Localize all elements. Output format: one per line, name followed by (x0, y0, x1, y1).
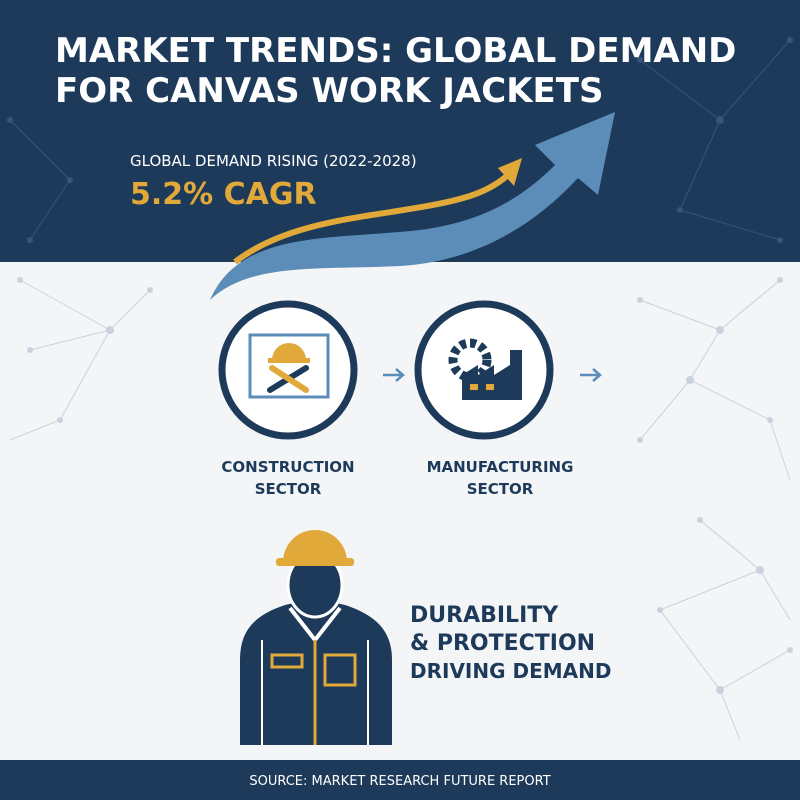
decoration (637, 297, 643, 303)
decoration (787, 37, 793, 43)
decoration (147, 287, 153, 293)
decoration (106, 326, 114, 334)
decoration (716, 116, 724, 124)
decoration (787, 647, 793, 653)
footer-band (0, 760, 800, 800)
decoration (769, 419, 791, 481)
decoration (27, 347, 33, 353)
message-line: DURABILITY (410, 603, 559, 628)
decoration (272, 343, 306, 360)
decoration (637, 437, 643, 443)
decoration (777, 237, 783, 243)
decoration (719, 689, 741, 741)
decoration (637, 57, 643, 63)
decoration (767, 417, 773, 423)
decoration (639, 299, 721, 331)
decoration (716, 686, 724, 694)
decoration (659, 609, 721, 691)
decoration (283, 530, 347, 562)
decoration (448, 338, 492, 382)
decoration (268, 358, 310, 363)
decoration (719, 649, 791, 691)
stat: 5.2% CAGR (130, 177, 317, 212)
decoration (689, 379, 771, 421)
sector-label: SECTOR (467, 480, 534, 498)
decoration (270, 653, 304, 669)
construction-icon (218, 300, 358, 440)
decoration (719, 39, 791, 121)
decoration (697, 517, 703, 523)
decoration (756, 566, 764, 574)
header-band (0, 0, 800, 262)
decoration (276, 558, 354, 566)
message-line: DRIVING DEMAND (410, 659, 611, 683)
decoration (689, 329, 721, 381)
decoration (699, 519, 761, 571)
network-decoration (9, 277, 793, 741)
decoration (659, 569, 761, 611)
sector-label: SECTOR (255, 480, 322, 498)
sector-label: MANUFACTURING (427, 458, 574, 476)
decoration (109, 289, 151, 331)
decoration (470, 384, 478, 390)
decoration (57, 417, 63, 423)
footer-source: SOURCE: MARKET RESEARCH FUTURE REPORT (249, 774, 550, 789)
decoration (27, 237, 33, 243)
decoration (59, 329, 111, 421)
gold-arrowhead (498, 158, 522, 186)
decoration (9, 419, 61, 441)
decoration (719, 279, 781, 331)
decoration (7, 117, 13, 123)
decoration (686, 376, 694, 384)
flow-arrow (580, 368, 602, 382)
title-line: FOR CANVAS WORK JACKETS (55, 71, 603, 111)
decoration (777, 277, 783, 283)
decoration (486, 384, 494, 390)
decoration (639, 59, 721, 121)
decoration (269, 365, 309, 393)
decoration (29, 329, 111, 351)
decoration (9, 119, 71, 181)
decoration (29, 179, 71, 241)
network-decoration-dark (7, 37, 793, 243)
decoration (323, 653, 357, 687)
decoration (17, 277, 23, 283)
decoration (716, 326, 724, 334)
message-line: & PROTECTION (410, 631, 595, 656)
decoration (677, 207, 683, 213)
decoration (657, 607, 663, 613)
decoration (679, 119, 721, 211)
decoration (19, 279, 111, 331)
decoration (679, 209, 781, 241)
worker-illustration (240, 530, 392, 745)
flow-arrow (383, 368, 405, 382)
trend-arrow (210, 112, 615, 300)
subtitle: GLOBAL DEMAND RISING (2022-2028) (130, 152, 417, 170)
decoration (67, 177, 73, 183)
gold-trend-line (233, 172, 510, 265)
title-line: MARKET TRENDS: GLOBAL DEMAND (55, 31, 736, 71)
sector-label: CONSTRUCTION (221, 458, 354, 476)
manufacturing-icon (414, 300, 554, 440)
decoration (759, 569, 791, 621)
decoration (639, 379, 691, 441)
